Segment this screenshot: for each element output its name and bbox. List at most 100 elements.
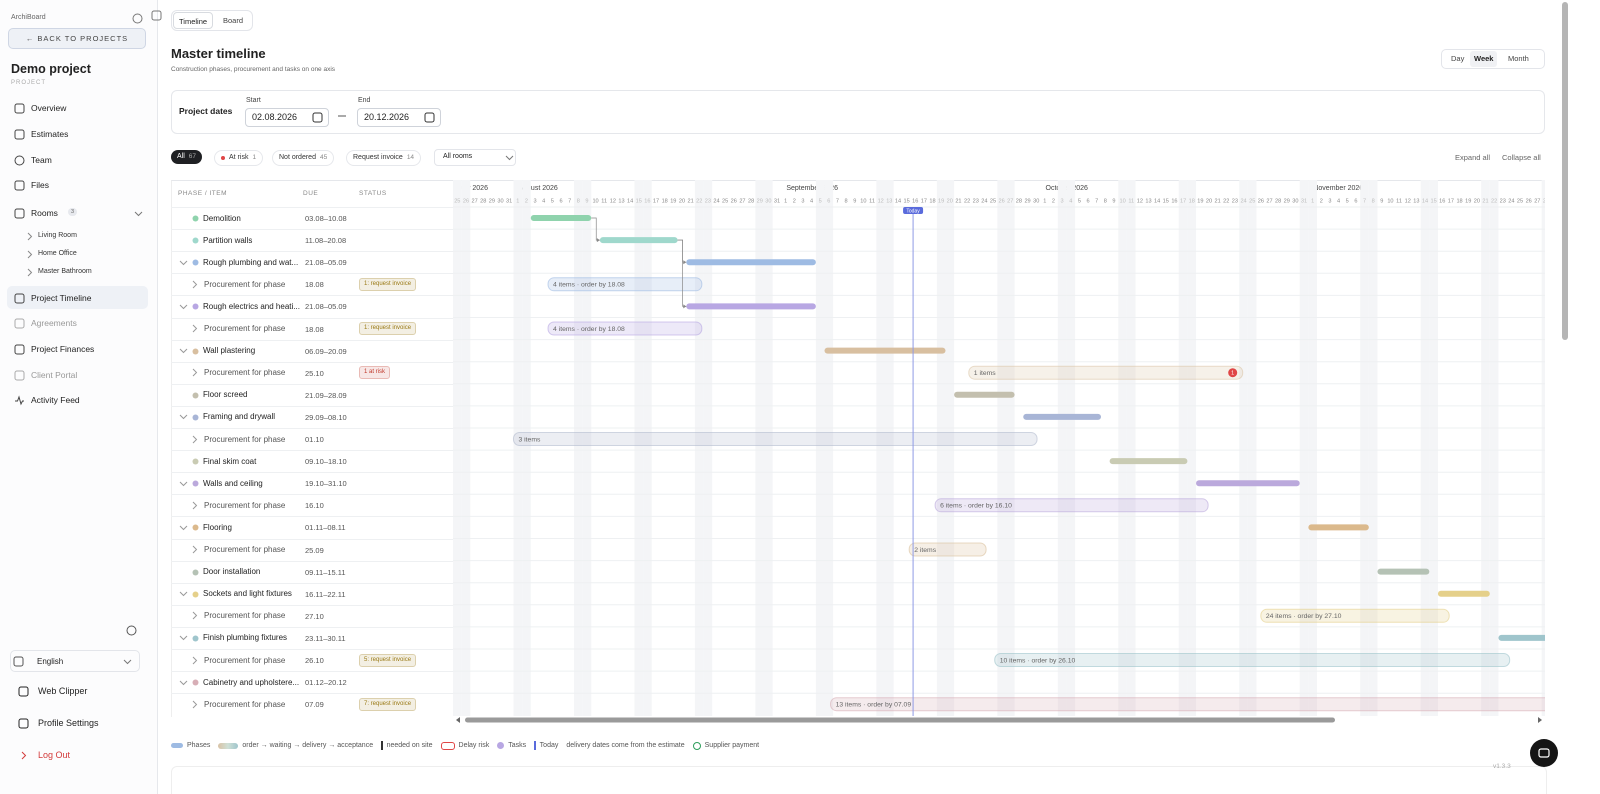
status-chip: 1 at risk	[359, 366, 391, 380]
phase-dot-shape	[192, 679, 199, 686]
project-label: PROJECT	[11, 80, 47, 86]
item-name[interactable]: Procurement for phase	[204, 500, 286, 510]
nav-icon-shape	[14, 180, 25, 191]
view-tab[interactable]: Timeline	[173, 12, 214, 29]
nav-item[interactable]: Agreements	[31, 318, 77, 328]
phase-name[interactable]: Final skim coat	[203, 456, 257, 466]
phase-name[interactable]: Floor screed	[203, 390, 248, 400]
day-label: 7	[568, 198, 571, 204]
footer-nav-item[interactable]: Log Out	[38, 750, 71, 760]
nav-item[interactable]: Team	[31, 155, 52, 165]
due-date: 16.10	[305, 501, 324, 511]
nav-item[interactable]: Estimates	[31, 129, 69, 139]
weekend-column	[936, 180, 946, 716]
nav-icon	[14, 293, 25, 304]
item-name[interactable]: Procurement for phase	[204, 279, 286, 289]
day-label: 10	[860, 198, 866, 204]
filter-chip[interactable]: All 67	[171, 150, 203, 164]
sidebar	[0, 0, 158, 794]
day-label: 7	[1095, 198, 1098, 204]
nav-child[interactable]: Home Office	[38, 250, 77, 257]
phase-dot-shape	[192, 524, 199, 531]
nav-child[interactable]: Master Bathroom	[38, 268, 92, 275]
phase-name[interactable]: Finish plumbing fixtures	[203, 633, 288, 643]
scroll-thumb	[465, 717, 1335, 723]
item-name[interactable]: Procurement for phase	[204, 699, 286, 709]
item-name[interactable]: Procurement for phase	[204, 368, 286, 378]
nav-item[interactable]: Files	[31, 180, 49, 190]
filter-count: 45	[319, 154, 328, 161]
item-name[interactable]: Procurement for phase	[204, 545, 286, 554]
nav-item[interactable]: Activity Feed	[31, 395, 80, 405]
item-name[interactable]: Procurement for phase	[204, 611, 286, 621]
phase-name[interactable]: Partition walls	[203, 235, 253, 245]
phase-name[interactable]: Framing and drywall	[203, 412, 276, 422]
phase-name[interactable]: Rough electrics and heati...	[203, 301, 300, 311]
day-label: 22	[1491, 198, 1497, 204]
phase-dot-shape	[192, 591, 199, 598]
language-select[interactable]	[10, 650, 140, 672]
scale-option[interactable]: Day	[1451, 54, 1465, 63]
scale-option[interactable]: Week	[1470, 51, 1498, 67]
weekend-column	[694, 180, 704, 716]
row-line	[171, 582, 453, 584]
legend-symbol	[692, 741, 701, 750]
phase-name[interactable]: Rough plumbing and wat...	[203, 257, 299, 267]
phase-name[interactable]: Door installation	[203, 567, 261, 577]
weekend-column	[1239, 180, 1248, 716]
expand-all[interactable]: Expand all	[1455, 153, 1491, 162]
footer-nav-item[interactable]: Profile Settings	[38, 718, 99, 728]
item-name[interactable]: Procurement for phase	[204, 434, 286, 444]
day-label: 12	[1405, 198, 1411, 204]
weekend-column	[1005, 180, 1015, 716]
day-label: 19	[1197, 198, 1203, 204]
day-label: 14	[895, 198, 901, 204]
phase-name[interactable]: Cabinetry and upholstere...	[203, 677, 300, 687]
collapse-all[interactable]: Collapse all	[1502, 153, 1541, 162]
phase-dot-shape	[192, 458, 199, 465]
view-tab[interactable]: Board	[223, 16, 244, 25]
phase-name[interactable]: Sockets and light fixtures	[203, 589, 292, 599]
theme-toggle-shape	[126, 625, 137, 636]
day-label: 26	[1526, 198, 1532, 204]
room-filter[interactable]	[434, 149, 516, 166]
day-label: 17	[1448, 198, 1454, 204]
phase-dot-shape	[192, 392, 199, 399]
nav-icon	[14, 103, 25, 114]
phase-name[interactable]: Demolition	[203, 213, 241, 223]
phase-dot	[192, 569, 199, 576]
phase-name[interactable]: Wall plastering	[203, 346, 256, 356]
filter-chip[interactable]: Not ordered 45	[272, 150, 335, 166]
due-date: 25.10	[305, 368, 324, 378]
filter-chip[interactable]: Request invoice 14	[346, 150, 422, 166]
due-date: 19.10–31.10	[305, 479, 347, 489]
nav-item[interactable]: Overview	[31, 103, 67, 113]
day-label: 13	[1145, 198, 1151, 204]
due-date: 06.09–20.09	[305, 346, 347, 356]
phase-dot	[192, 237, 199, 244]
day-label: 16	[644, 198, 650, 204]
filter-chip[interactable]: At risk 1	[214, 150, 264, 166]
weekend-column	[522, 180, 531, 716]
nav-child[interactable]: Living Room	[38, 232, 77, 239]
row-expand-shape	[192, 545, 198, 554]
date-input[interactable]	[357, 108, 441, 127]
nav-active-bg	[7, 286, 148, 309]
item-name[interactable]: Procurement for phase	[204, 655, 286, 665]
row-expand	[192, 368, 198, 377]
nav-item[interactable]: Project Timeline	[31, 293, 92, 303]
nav-item[interactable]: Rooms	[31, 208, 58, 218]
back-button[interactable]: ← BACK TO PROJECTS	[8, 28, 146, 49]
scale-option[interactable]: Month	[1508, 54, 1529, 63]
phase-dot	[192, 348, 199, 355]
item-name[interactable]: Procurement for phase	[204, 324, 286, 333]
footer-nav-item[interactable]: Web Clipper	[38, 686, 88, 696]
nav-item[interactable]: Client Portal	[31, 370, 78, 380]
date-input[interactable]	[245, 108, 329, 127]
nav-item[interactable]: Project Finances	[31, 344, 95, 354]
day-label: 30	[1033, 198, 1039, 204]
phase-name[interactable]: Flooring	[203, 522, 232, 532]
row-expand-shape	[192, 280, 198, 289]
day-label: 11	[1396, 198, 1402, 204]
phase-name[interactable]: Walls and ceiling	[203, 478, 263, 488]
